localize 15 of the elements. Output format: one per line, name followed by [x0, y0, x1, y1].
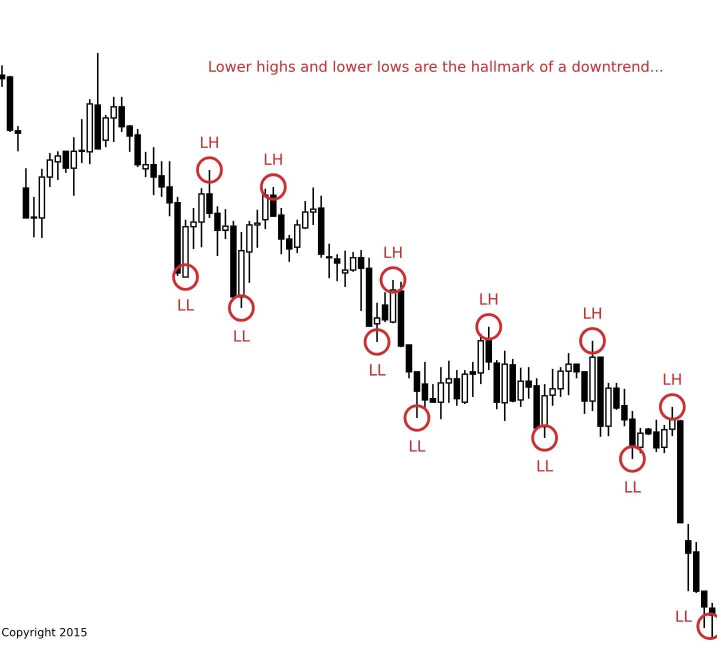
annotation: Copyright 2015	[2, 628, 87, 639]
annotation: LH	[200, 136, 218, 148]
annotation: LL	[234, 330, 250, 342]
annotation: LH	[264, 154, 282, 165]
annotation: LL	[178, 299, 194, 311]
annotation: LH	[584, 308, 602, 319]
annotation: LH	[384, 246, 402, 258]
annotation: LL	[410, 440, 426, 452]
annotation: Lower highs and lower lows are the hallmark of a downtrend...	[209, 60, 662, 75]
annotation: LL	[625, 481, 641, 492]
annotation: LH	[480, 294, 498, 305]
annotation: LL	[676, 610, 692, 622]
annotation: LL	[538, 460, 554, 472]
annotation: LH	[664, 374, 681, 385]
annotation: LL	[370, 364, 386, 376]
